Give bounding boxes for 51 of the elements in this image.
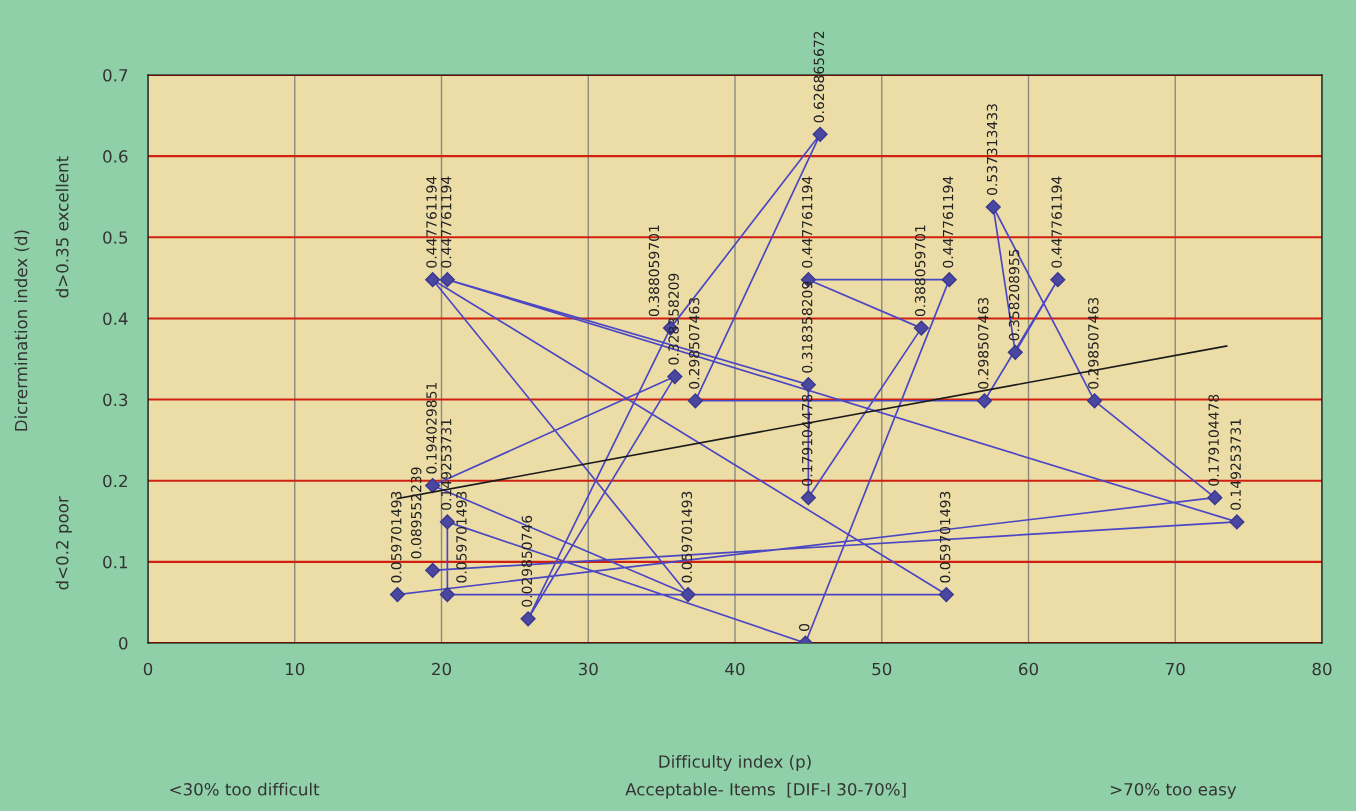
y-tick-label: 0.7 <box>103 68 128 82</box>
text: d<0.2 poor <box>55 496 72 590</box>
data-label: 0.328358209 <box>668 273 679 365</box>
data-label: 0.179104478 <box>1208 394 1219 486</box>
y-tick-label: 0.3 <box>103 393 128 407</box>
y-tick-label: 0.5 <box>103 231 128 244</box>
y-tick-label: 0.4 <box>103 312 128 325</box>
x-tick-label: 10 <box>285 662 305 676</box>
text: Acceptable- Items [DIF-I 30-70%] <box>625 782 906 799</box>
data-label: 0.149253731 <box>440 419 452 510</box>
data-label: 0.059701493 <box>681 491 693 583</box>
x-axis-title: Difficulty index (p) <box>659 754 811 772</box>
y-tick-label: 0.1 <box>103 555 128 569</box>
data-label: 0.537313433 <box>986 104 998 195</box>
data-label: 0.626865672 <box>813 31 825 123</box>
x-tick-label: 50 <box>872 662 892 676</box>
y-tick-label: 0.2 <box>103 474 127 488</box>
data-label: 0.194029851 <box>426 382 437 474</box>
y-axis-title: Dicrermination index (d) <box>14 230 30 431</box>
text: d>0.35 excellent <box>55 156 69 298</box>
data-label: 0.447761194 <box>801 176 813 268</box>
data-label: 0.059701493 <box>456 491 467 583</box>
data-label: 0.089552239 <box>410 467 422 559</box>
data-label: 0.388059701 <box>914 225 926 317</box>
data-label: 0 <box>798 623 810 631</box>
data-label: 0.298507463 <box>1088 298 1099 389</box>
x-tick-label: 20 <box>432 662 451 676</box>
data-label: 0.447761194 <box>440 176 452 268</box>
x-tick-label: 0 <box>143 662 153 676</box>
x-tick-label: 40 <box>725 662 745 676</box>
data-label: 0.447761194 <box>942 176 954 268</box>
y-tick-label: 0 <box>119 636 128 650</box>
data-label: 0.447761194 <box>1051 176 1062 268</box>
x-tick-label: 80 <box>1312 662 1332 676</box>
x-tick-label: 60 <box>1019 662 1038 676</box>
data-label: 0.388059701 <box>648 225 660 317</box>
text: <30% too difficult <box>170 782 320 796</box>
data-label: 0.318358209 <box>801 281 813 373</box>
data-label: 0.149253731 <box>1230 419 1241 510</box>
data-label: 0.358208955 <box>1008 249 1020 341</box>
data-label: 0.059701493 <box>939 491 951 583</box>
x-tick-label: 70 <box>1166 662 1185 676</box>
text: >70% too easy <box>1110 783 1237 799</box>
data-label: 0.298507463 <box>978 298 989 389</box>
data-label: 0.179104478 <box>801 394 813 486</box>
x-tick-label: 30 <box>578 662 598 676</box>
data-label: 0.029850746 <box>521 515 533 607</box>
y-tick-label: 0.6 <box>103 150 128 163</box>
data-label: 0.447761194 <box>426 176 437 268</box>
data-label: 0.059701493 <box>391 491 402 583</box>
data-label: 0.298507463 <box>688 298 700 389</box>
